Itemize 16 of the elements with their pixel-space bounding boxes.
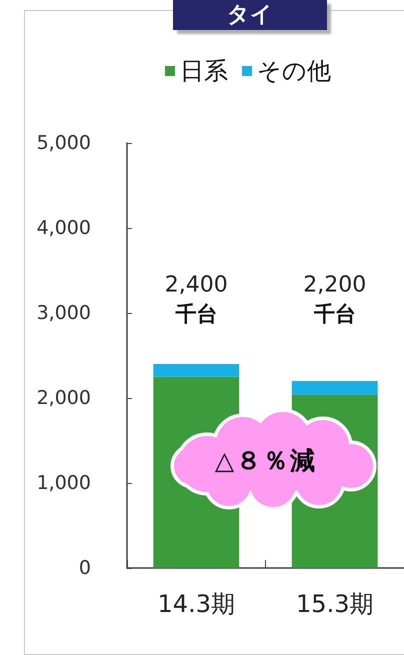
bar <box>292 381 378 395</box>
y-tick-label: 4,000 <box>36 217 91 239</box>
y-tick-label: 0 <box>78 557 91 579</box>
x-tick-label: 14.3期 <box>158 590 235 618</box>
bar <box>153 364 240 377</box>
y-tick-label: 5,000 <box>36 132 91 154</box>
y-tick-label: 1,000 <box>36 472 91 494</box>
y-tick-label: 2,000 <box>36 387 91 409</box>
total-label: 2,400 千台 <box>164 272 228 326</box>
chart-title: タイ <box>227 2 273 28</box>
total-label: 2,200 千台 <box>303 272 366 326</box>
y-tick-label: 3,000 <box>36 302 91 324</box>
annotation: △８％減 <box>214 444 318 476</box>
legend-label: 日系 <box>180 57 228 85</box>
legend-label: その他 <box>257 57 331 85</box>
x-tick-label: 15.3期 <box>296 590 374 618</box>
